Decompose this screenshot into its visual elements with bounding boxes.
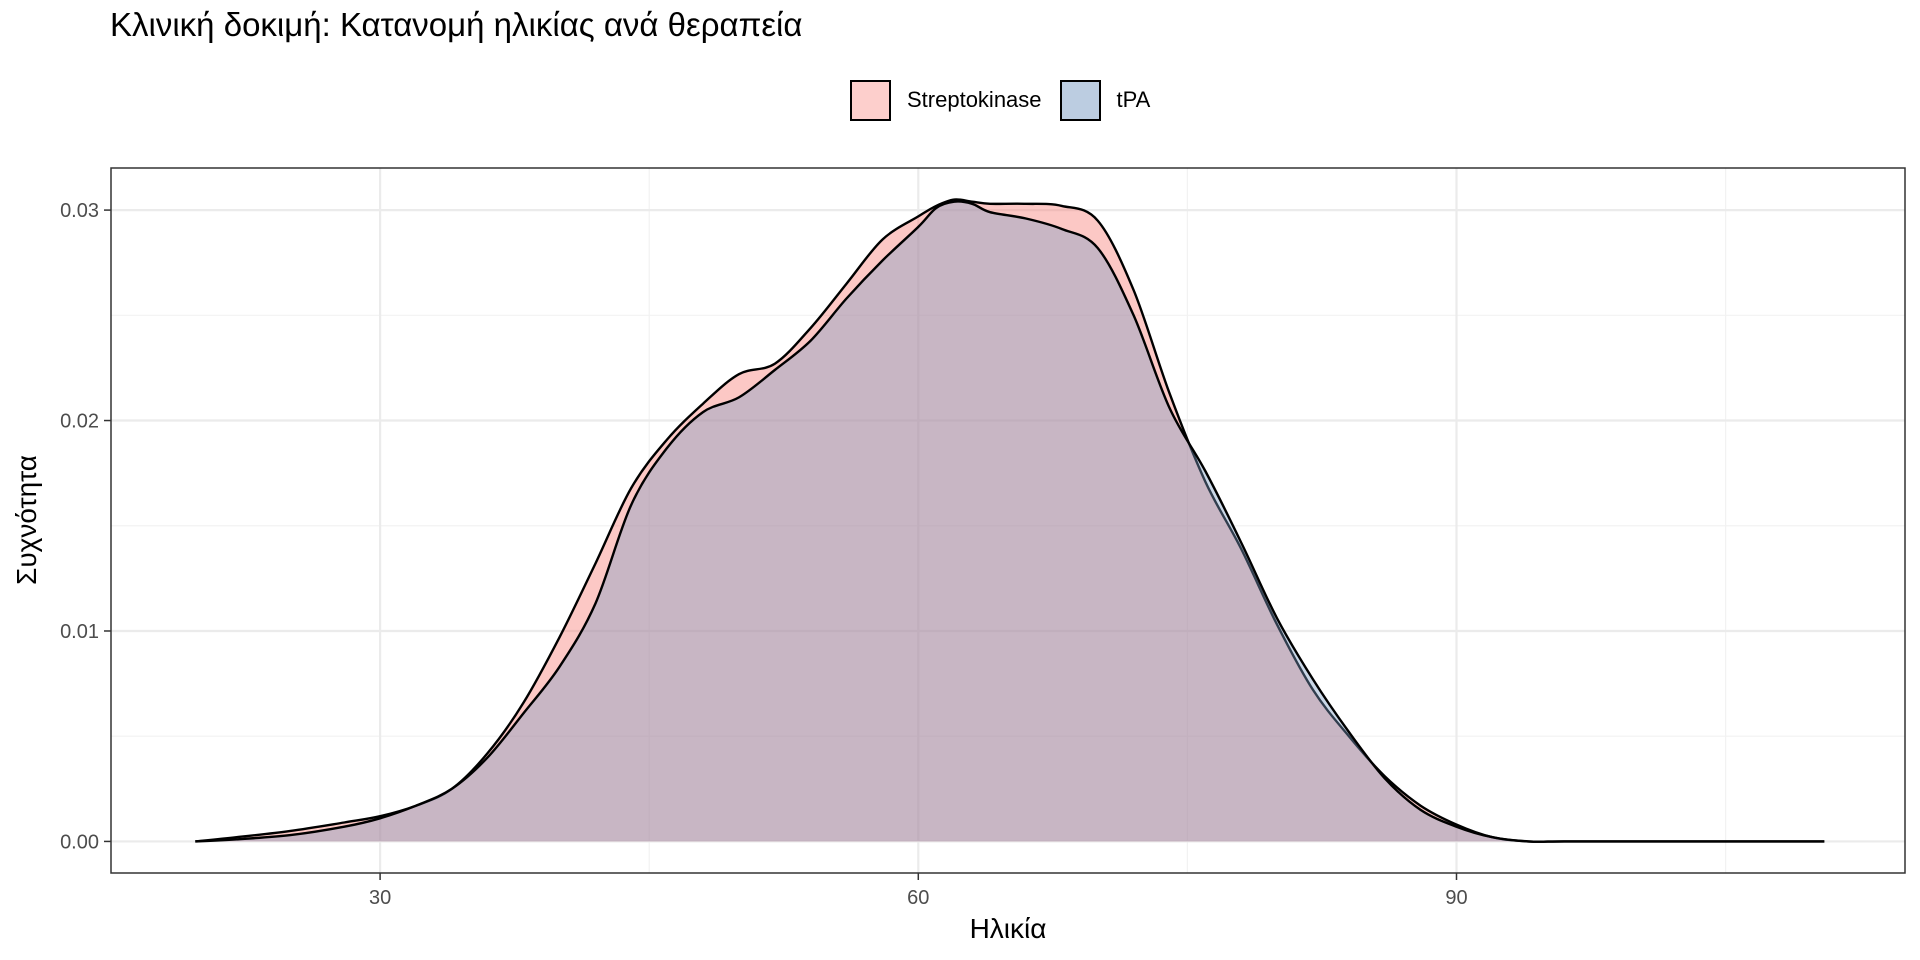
legend-item-streptokinase: Streptokinase: [850, 79, 1042, 121]
x-tick-label: 30: [369, 887, 391, 909]
x-tick-label: 90: [1445, 887, 1467, 909]
density-line-tpa: [195, 200, 1825, 843]
x-tick-label: 60: [907, 887, 929, 909]
legend-label-streptokinase: Streptokinase: [907, 87, 1042, 112]
legend-key-streptokinase: [850, 79, 891, 121]
legend-label-tpa: tPA: [1116, 87, 1151, 112]
x-axis-title: Ηλικία: [970, 913, 1047, 944]
density-area-tpa: [195, 201, 1825, 842]
y-axis-title: Συχνότητα: [11, 455, 42, 585]
chart-title: Κλινική δοκιμή: Κατανομή ηλικίας ανά θερ…: [110, 6, 803, 43]
legend: Streptokinase tPA: [850, 78, 1168, 122]
density-line-streptokinase: [195, 198, 1825, 843]
legend-item-tpa: tPA: [1059, 79, 1151, 121]
y-tick-label: 0.00: [60, 831, 99, 853]
y-tick-label: 0.01: [60, 621, 99, 643]
panel-border: [110, 167, 1906, 874]
density-area-streptokinase: [195, 199, 1825, 842]
axis-ticks: 30 60 90 0.00 0.01 0.02 0.03: [60, 200, 1468, 909]
y-tick-label: 0.02: [60, 411, 99, 433]
y-tick-label: 0.03: [60, 200, 99, 222]
legend-key-tpa: [1059, 79, 1101, 121]
density-areas: [195, 198, 1825, 843]
grid-layer: [111, 168, 1905, 873]
